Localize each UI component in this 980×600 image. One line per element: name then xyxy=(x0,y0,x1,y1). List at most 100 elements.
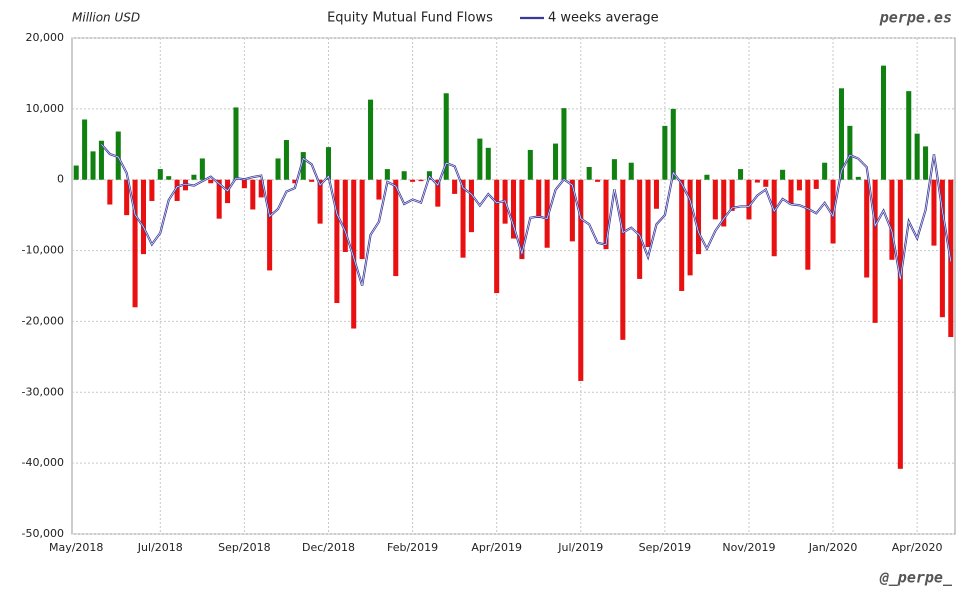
bar xyxy=(897,179,903,469)
bar xyxy=(880,65,887,180)
bar xyxy=(536,179,542,218)
bar xyxy=(679,179,685,291)
bar xyxy=(931,179,937,246)
bar xyxy=(847,125,853,180)
bar xyxy=(359,179,365,260)
bar xyxy=(191,174,197,180)
bar xyxy=(216,179,222,219)
bar xyxy=(738,169,744,180)
bar xyxy=(788,179,794,205)
bar xyxy=(519,179,525,260)
bar xyxy=(838,88,844,180)
bar xyxy=(494,179,500,294)
bar xyxy=(98,140,104,180)
bar xyxy=(275,158,281,180)
bar xyxy=(334,179,340,304)
bar xyxy=(923,146,929,180)
legend-label: 4 weeks average xyxy=(548,11,659,26)
bar xyxy=(166,176,172,180)
bar xyxy=(460,179,466,258)
bar xyxy=(889,179,895,260)
bar xyxy=(872,179,878,323)
bar xyxy=(90,151,96,180)
bar xyxy=(586,166,592,180)
bar xyxy=(199,158,205,180)
bar xyxy=(317,179,323,224)
bar xyxy=(241,179,247,189)
bar xyxy=(393,179,399,277)
bar xyxy=(561,108,567,180)
bar xyxy=(544,179,550,248)
bar xyxy=(864,179,870,278)
bar xyxy=(418,179,424,182)
bar xyxy=(468,179,474,233)
bar xyxy=(115,131,121,180)
bar xyxy=(342,179,348,252)
bar xyxy=(637,179,643,279)
bar xyxy=(620,179,626,340)
bar xyxy=(443,93,449,180)
bar xyxy=(771,179,777,257)
y-tick-label: -40,000 xyxy=(22,456,64,469)
y-tick-label: 20,000 xyxy=(26,31,65,44)
x-tick-label: Jul/2018 xyxy=(137,541,183,554)
plot-area xyxy=(71,37,956,535)
bar xyxy=(796,179,802,191)
bar xyxy=(140,179,147,255)
y-tick-label: -50,000 xyxy=(22,527,64,540)
bar xyxy=(670,108,676,180)
bar xyxy=(822,162,828,180)
y-tick-label: -30,000 xyxy=(22,385,64,398)
bar xyxy=(258,179,264,198)
bar xyxy=(645,179,651,248)
bar xyxy=(368,99,374,180)
bar xyxy=(687,179,693,276)
x-tick-label: Jul/2019 xyxy=(557,541,603,554)
x-tick-label: Nov/2019 xyxy=(722,541,775,554)
bar xyxy=(477,138,483,180)
bar xyxy=(603,179,609,250)
watermark: @_perpe_ xyxy=(879,569,953,587)
bar xyxy=(595,179,601,182)
bar xyxy=(754,179,760,183)
bar xyxy=(157,169,163,180)
bar xyxy=(233,107,239,180)
bar xyxy=(107,179,113,205)
bar xyxy=(628,162,634,180)
bar xyxy=(553,143,559,180)
bar xyxy=(906,91,912,180)
y-axis-label: Million USD xyxy=(72,11,140,25)
bar xyxy=(452,179,458,194)
bar xyxy=(124,179,130,216)
watermark: perpe.es xyxy=(879,9,952,27)
bar xyxy=(578,179,584,381)
bar xyxy=(384,169,390,180)
y-tick-label: -20,000 xyxy=(22,314,64,327)
bar xyxy=(132,179,138,308)
bar xyxy=(914,133,920,180)
bar xyxy=(569,179,575,242)
bar xyxy=(292,179,298,184)
bar xyxy=(485,147,491,180)
bar xyxy=(73,165,79,180)
bar xyxy=(309,179,315,182)
bar xyxy=(527,149,533,180)
bar xyxy=(149,179,155,201)
bar xyxy=(401,171,407,180)
x-tick-label: Apr/2020 xyxy=(892,541,943,554)
bar xyxy=(174,179,180,201)
bar xyxy=(267,179,273,271)
bar xyxy=(250,179,256,210)
bar xyxy=(721,179,727,227)
bar xyxy=(653,179,659,209)
y-tick-label: 10,000 xyxy=(26,102,65,115)
bar xyxy=(855,176,861,180)
bar xyxy=(82,119,88,180)
x-tick-label: Dec/2018 xyxy=(302,541,355,554)
line-highlight xyxy=(101,144,952,286)
x-tick-label: Sep/2018 xyxy=(218,541,270,554)
bar xyxy=(729,179,735,211)
bar xyxy=(695,179,702,255)
x-tick-label: Sep/2019 xyxy=(639,541,691,554)
